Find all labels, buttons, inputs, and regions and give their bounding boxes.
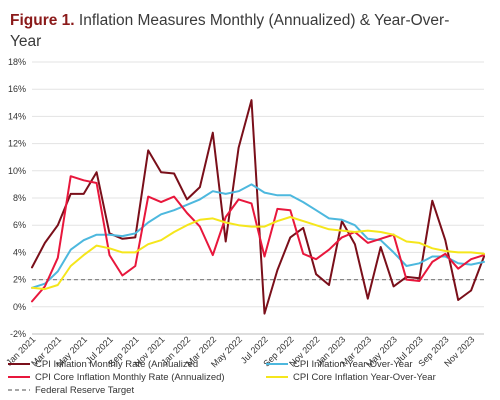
legend-label: Federal Reserve Target — [35, 385, 134, 396]
series-layer — [31, 99, 485, 315]
legend-label: CPI Core Inflation Year-Over-Year — [293, 372, 436, 383]
y-tick-label: 2% — [13, 275, 26, 285]
series-line-2 — [31, 175, 485, 303]
chart-title: Figure 1. Inflation Measures Monthly (An… — [10, 10, 480, 52]
legend-label: CPI Inflation Monthly Rate (Annualized — [35, 359, 198, 370]
y-tick-label: 4% — [13, 247, 26, 257]
y-tick-label: 12% — [8, 139, 26, 149]
y-tick-label: 18% — [8, 57, 26, 67]
grid-layer — [32, 61, 484, 335]
series-line-3 — [31, 216, 485, 291]
y-tick-label: 0% — [13, 302, 26, 312]
figure-label: Figure 1. — [10, 12, 75, 29]
legend: CPI Inflation Monthly Rate (Annualized CP… — [8, 359, 436, 396]
title-text: Inflation Measures Monthly (Annualized) … — [10, 12, 450, 50]
y-axis-ticks: -2% 0% 2% 4% 6% 8% 10% 12% 14% 16% 18% — [8, 57, 26, 339]
y-tick-label: 8% — [13, 193, 26, 203]
y-tick-label: -2% — [10, 329, 26, 339]
legend-label: CPI Core Inflation Monthly Rate (Annuali… — [35, 372, 225, 383]
y-tick-label: 14% — [8, 111, 26, 121]
series-line-1 — [31, 183, 485, 289]
series-line-0 — [31, 99, 485, 315]
y-tick-label: 10% — [8, 166, 26, 176]
y-tick-label: 16% — [8, 84, 26, 94]
y-tick-label: 6% — [13, 220, 26, 230]
legend-label: CPI Inflation Year-Over-Year — [293, 359, 413, 370]
